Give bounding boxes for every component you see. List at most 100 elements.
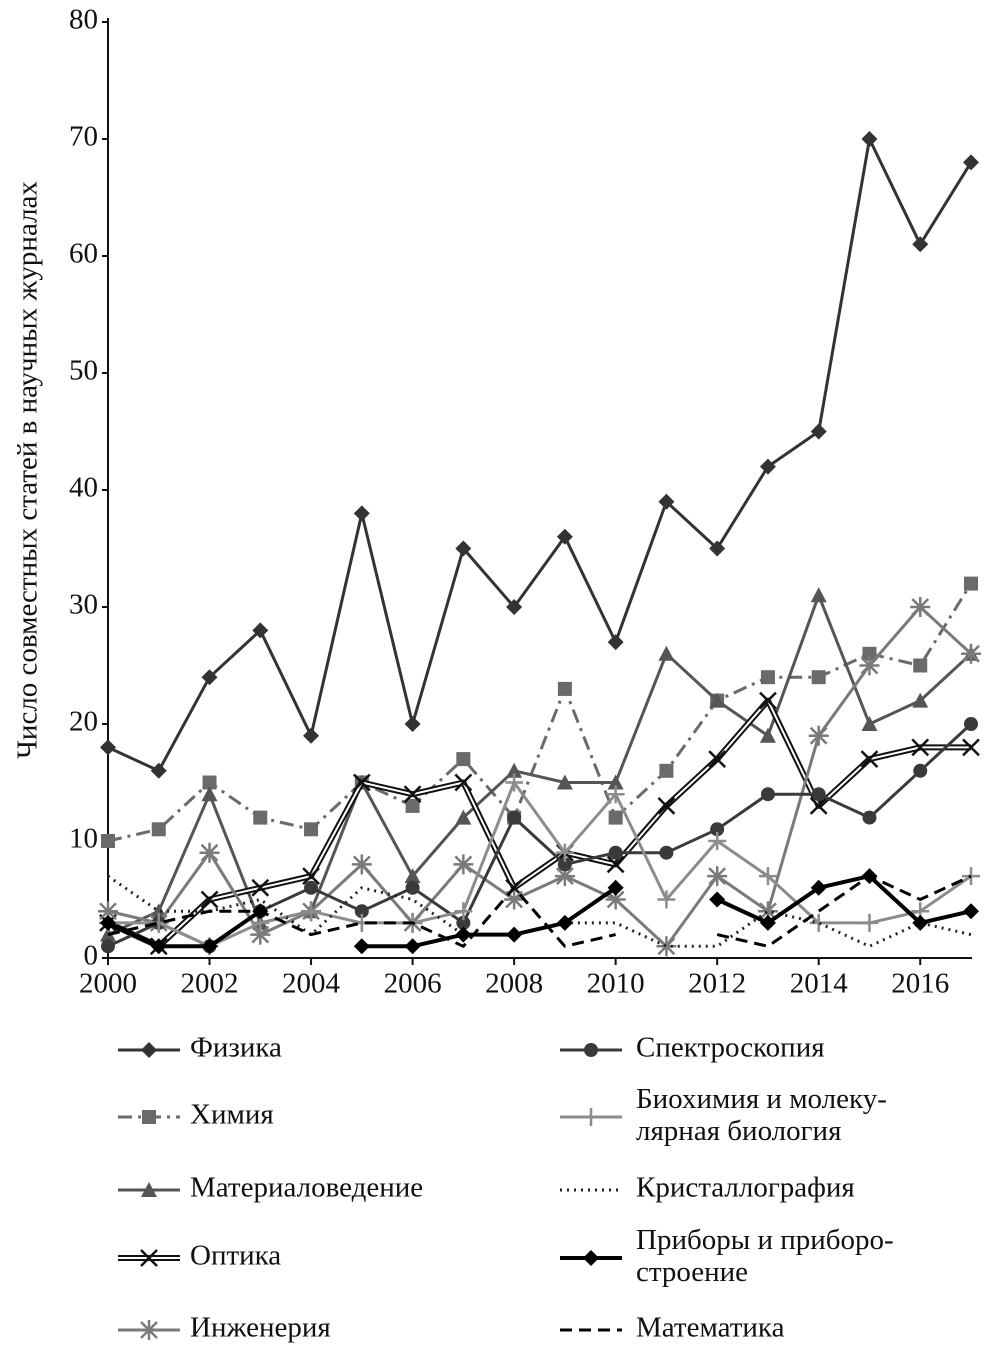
marker xyxy=(759,727,776,743)
marker xyxy=(911,738,930,757)
marker xyxy=(251,878,270,897)
marker xyxy=(757,901,778,922)
marker xyxy=(556,528,573,545)
marker xyxy=(658,645,675,661)
marker xyxy=(454,773,473,792)
marker xyxy=(150,938,167,955)
legend-label: Приборы и приборо-строение xyxy=(636,1224,894,1288)
series-line xyxy=(107,605,973,948)
marker xyxy=(201,669,218,686)
marker xyxy=(658,493,675,510)
marker xyxy=(404,868,421,884)
marker xyxy=(150,762,167,779)
marker xyxy=(405,798,420,813)
marker xyxy=(808,725,829,746)
marker xyxy=(607,774,624,790)
marker xyxy=(759,914,776,931)
marker xyxy=(201,786,218,802)
legend-item: Инженерия xyxy=(118,1312,331,1344)
marker xyxy=(760,787,775,802)
marker xyxy=(455,809,472,825)
legend-item: Спектроскопия xyxy=(560,1032,825,1064)
marker xyxy=(405,880,420,895)
marker xyxy=(862,646,877,661)
marker xyxy=(455,540,472,557)
marker xyxy=(141,1042,157,1058)
marker xyxy=(584,1043,598,1057)
marker xyxy=(913,763,928,778)
x-tick-label: 2014 xyxy=(790,968,849,1000)
legend-label: Биохимия и молеку-лярная биология xyxy=(636,1083,887,1147)
marker xyxy=(964,717,978,731)
marker xyxy=(556,914,573,931)
marker xyxy=(250,924,271,945)
marker xyxy=(142,1110,156,1124)
marker xyxy=(100,914,116,931)
marker xyxy=(555,843,574,862)
marker xyxy=(557,857,572,872)
marker xyxy=(961,643,981,664)
legend-label: Материаловедение xyxy=(190,1172,423,1204)
series-line xyxy=(106,697,971,950)
marker xyxy=(100,739,116,756)
marker xyxy=(253,810,268,825)
legend-label: Математика xyxy=(636,1312,785,1344)
marker xyxy=(302,867,320,885)
marker xyxy=(810,587,827,603)
y-tick-label: 20 xyxy=(69,706,98,738)
marker xyxy=(861,131,878,147)
legend-item: Химия xyxy=(118,1099,274,1131)
series-line xyxy=(107,874,972,949)
marker xyxy=(141,1182,157,1197)
marker xyxy=(656,936,677,957)
marker xyxy=(810,423,827,440)
marker xyxy=(759,691,777,710)
marker xyxy=(557,681,572,696)
marker xyxy=(607,634,624,651)
marker xyxy=(708,832,727,850)
marker xyxy=(140,1249,158,1267)
marker xyxy=(456,915,471,930)
marker xyxy=(199,842,220,863)
marker xyxy=(608,845,623,860)
marker xyxy=(98,901,118,922)
marker xyxy=(404,716,421,732)
marker xyxy=(912,236,929,253)
marker xyxy=(353,505,370,522)
marker xyxy=(860,913,879,932)
marker xyxy=(709,891,726,908)
marker xyxy=(354,904,369,919)
legend-item: Физика xyxy=(118,1032,282,1064)
marker xyxy=(709,692,726,708)
marker xyxy=(404,938,421,955)
marker xyxy=(861,716,878,731)
y-tick-label: 60 xyxy=(69,238,98,270)
marker xyxy=(760,670,775,685)
series-line xyxy=(107,874,972,948)
marker xyxy=(583,1250,599,1266)
marker xyxy=(456,752,471,767)
marker xyxy=(707,866,728,887)
marker xyxy=(811,787,826,802)
marker xyxy=(351,854,372,875)
marker xyxy=(860,750,879,768)
marker xyxy=(554,866,575,887)
marker xyxy=(708,750,727,768)
marker xyxy=(606,785,625,804)
marker xyxy=(859,655,880,676)
legend-item: Материаловедение xyxy=(118,1172,423,1204)
marker xyxy=(453,854,474,875)
legend-item: Биохимия и молеку-лярная биология xyxy=(560,1083,887,1147)
marker xyxy=(454,902,473,921)
series-line xyxy=(107,874,972,948)
marker xyxy=(304,880,319,895)
legend-label: Кристаллография xyxy=(636,1172,855,1204)
marker xyxy=(506,762,523,778)
marker xyxy=(962,738,980,757)
x-tick-label: 2000 xyxy=(79,968,137,1000)
marker xyxy=(505,773,524,792)
marker xyxy=(709,540,726,557)
y-tick-label: 30 xyxy=(69,589,98,621)
marker xyxy=(657,890,676,909)
